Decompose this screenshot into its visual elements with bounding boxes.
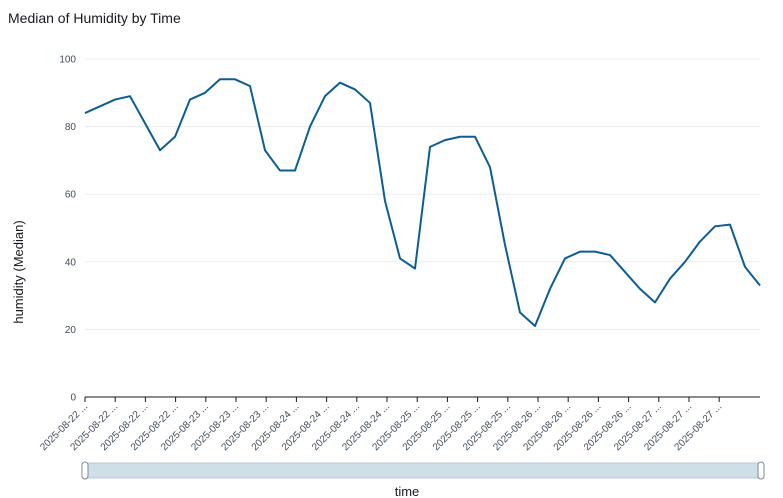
data-point	[472, 134, 478, 140]
data-point	[172, 134, 178, 140]
x-axis-title: time	[395, 484, 420, 498]
data-point	[457, 134, 463, 140]
data-point	[97, 103, 103, 109]
scrollbar-track[interactable]	[84, 462, 762, 479]
data-point	[712, 223, 718, 229]
data-point	[757, 282, 763, 288]
gridlines	[85, 58, 760, 330]
y-tick-label: 80	[65, 122, 77, 133]
data-point	[562, 255, 568, 261]
y-tick-label: 40	[65, 257, 77, 268]
data-point	[607, 252, 613, 258]
data-point	[187, 97, 193, 103]
data-point	[247, 83, 253, 89]
data-point	[502, 242, 508, 248]
data-point	[517, 310, 523, 316]
data-point	[277, 168, 283, 174]
data-point	[367, 100, 373, 106]
data-point	[442, 137, 448, 143]
data-point	[127, 93, 133, 99]
y-tick-label: 100	[59, 55, 76, 66]
data-point	[352, 86, 358, 92]
data-point	[262, 147, 268, 153]
y-tick-label: 0	[70, 393, 76, 404]
data-point	[322, 93, 328, 99]
series-group	[82, 76, 763, 329]
data-point	[292, 168, 298, 174]
data-point	[727, 222, 733, 228]
data-point	[82, 110, 88, 116]
y-axis-title: humidity (Median)	[11, 220, 26, 323]
y-axis-ticks: 0 20 40 60 80 100	[59, 55, 76, 404]
data-point	[157, 147, 163, 153]
data-point	[397, 255, 403, 261]
data-point	[697, 239, 703, 245]
data-point	[487, 164, 493, 170]
series-line	[84, 78, 761, 328]
data-point	[532, 323, 538, 329]
data-point	[412, 266, 418, 272]
data-point	[337, 80, 343, 86]
data-point	[622, 269, 628, 275]
data-point	[682, 259, 688, 265]
data-point	[577, 249, 583, 255]
data-point	[142, 120, 148, 126]
y-tick-label: 20	[65, 325, 77, 336]
x-axis: 2025-08-22 ...2025-08-22 ...2025-08-22 .…	[38, 396, 760, 453]
data-point	[217, 76, 223, 82]
data-point	[307, 124, 313, 130]
data-point	[652, 299, 658, 305]
data-point	[112, 97, 118, 103]
chart-title: Median of Humidity by Time	[8, 10, 181, 26]
y-tick-label: 60	[65, 190, 77, 201]
data-point	[202, 90, 208, 96]
data-point	[592, 249, 598, 255]
data-point	[547, 286, 553, 292]
data-point	[667, 276, 673, 282]
horizontal-scrollbar[interactable]	[81, 461, 765, 480]
scrollbar-handle-left[interactable]	[81, 461, 89, 480]
scrollbar-handle-right[interactable]	[757, 461, 765, 480]
data-point	[742, 264, 748, 270]
data-point	[427, 144, 433, 150]
data-point	[637, 286, 643, 292]
data-point	[232, 76, 238, 82]
data-point	[382, 198, 388, 204]
